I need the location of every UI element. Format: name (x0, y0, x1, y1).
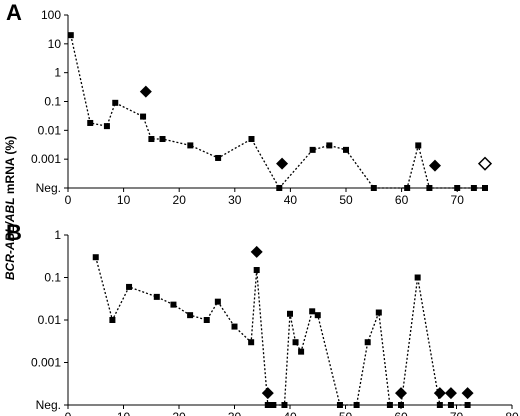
x-tick-label: 60 (394, 410, 408, 416)
x-tick-label: 10 (117, 193, 131, 207)
data-point-square (112, 99, 119, 106)
y-tick-label: 0.01 (38, 123, 62, 137)
data-point-square (264, 402, 271, 408)
data-point-square (92, 254, 99, 261)
data-point-square (87, 119, 94, 126)
y-tick-label: 0.01 (38, 313, 62, 327)
x-tick-label: 70 (451, 193, 465, 207)
y-tick-label: 100 (41, 8, 61, 22)
data-point-square (386, 402, 393, 408)
data-point-square (436, 402, 443, 408)
x-tick-label: 10 (117, 410, 131, 416)
y-tick-label: 10 (48, 37, 62, 51)
data-point-square (248, 339, 255, 346)
data-point-square (281, 402, 288, 408)
series-line (95, 257, 468, 406)
data-point-square (253, 267, 260, 274)
y-tick-label: 1 (54, 66, 61, 80)
data-point-square (67, 32, 74, 39)
data-point-square (336, 402, 343, 408)
data-point-square (248, 136, 255, 143)
panel-label: B (6, 220, 22, 245)
data-point-square (231, 323, 238, 330)
x-tick-label: 40 (284, 193, 298, 207)
y-tick-label: Neg. (36, 398, 61, 412)
data-point-square (187, 312, 194, 319)
data-point-square (398, 402, 404, 408)
data-point-square (309, 308, 316, 315)
chart-panel-a: A 100 10 1 0.1 0.01 0.001 Neg. 0 10 20 30 40 50 60 70 (6, 0, 493, 207)
data-point-square (270, 402, 277, 408)
data-point-square (364, 339, 371, 346)
data-point-square (214, 298, 221, 305)
x-tick-label: 0 (65, 193, 72, 207)
data-point-diamond (250, 245, 263, 258)
y-axis-label: BCR-ABL/ABL mRNA (%) (3, 136, 17, 280)
y-tick-label: 0.1 (44, 95, 61, 109)
data-point-square (470, 185, 477, 191)
chart-panel-b: B 1 0.1 0.01 0.001 Neg. 0 10 20 30 40 50 60 70 80 (6, 220, 519, 416)
data-point-square (153, 293, 160, 300)
data-point-square (414, 274, 421, 281)
y-axis-label-part: mRNA (%) (3, 136, 17, 198)
data-point-square (126, 283, 133, 290)
data-point-square (314, 312, 321, 319)
data-point-square (159, 136, 166, 143)
data-point-diamond (395, 387, 407, 400)
data-point-square (298, 348, 305, 355)
data-point-square (148, 136, 155, 143)
data-point-square (343, 146, 349, 153)
y-tick-label: Neg. (36, 181, 61, 195)
data-point-square (326, 142, 333, 149)
y-tick-label: 1 (54, 228, 61, 242)
x-tick-label: 0 (65, 410, 72, 416)
panel-label: A (6, 0, 22, 25)
data-point-diamond (461, 387, 474, 400)
data-point-square (482, 185, 488, 191)
data-point-square (292, 339, 299, 346)
data-point-square (370, 185, 377, 191)
data-point-square (203, 317, 210, 323)
y-axis-label-part: BCR-ABL/ABL (3, 197, 17, 280)
x-tick-label: 70 (450, 410, 464, 416)
data-point-square (109, 317, 116, 323)
data-point-open-diamond (477, 156, 493, 171)
y-tick-label: 0.1 (44, 271, 61, 285)
x-tick-label: 20 (173, 193, 187, 207)
data-point-square (464, 402, 471, 408)
data-point-square (353, 402, 360, 408)
data-point-square (187, 142, 194, 149)
data-point-square (309, 146, 316, 153)
x-tick-label: 50 (339, 410, 353, 416)
x-tick-label: 50 (339, 193, 353, 207)
y-tick-label: 0.001 (31, 356, 61, 370)
data-point-square (140, 113, 147, 120)
data-point-square (404, 185, 411, 191)
data-point-square (215, 154, 222, 161)
data-point-diamond (261, 387, 274, 400)
data-point-square (287, 310, 293, 317)
data-point-diamond (139, 85, 152, 98)
data-point-square (426, 185, 433, 191)
x-tick-label: 30 (228, 410, 242, 416)
data-point-diamond (428, 159, 441, 172)
y-tick-label: 0.001 (31, 152, 61, 166)
data-point-diamond (433, 387, 446, 400)
data-point-square (375, 309, 382, 316)
data-point-diamond (276, 157, 289, 170)
data-point-square (454, 185, 461, 191)
x-tick-label: 20 (172, 410, 186, 416)
data-point-square (276, 185, 283, 191)
data-point-square (103, 123, 110, 130)
x-tick-label: 60 (395, 193, 409, 207)
x-tick-label: 40 (283, 410, 297, 416)
data-point-square (415, 142, 422, 149)
data-point-square (170, 301, 177, 308)
x-tick-label: 80 (505, 410, 519, 416)
x-tick-label: 30 (228, 193, 242, 207)
data-point-square (447, 402, 454, 408)
data-point-diamond (444, 387, 457, 400)
